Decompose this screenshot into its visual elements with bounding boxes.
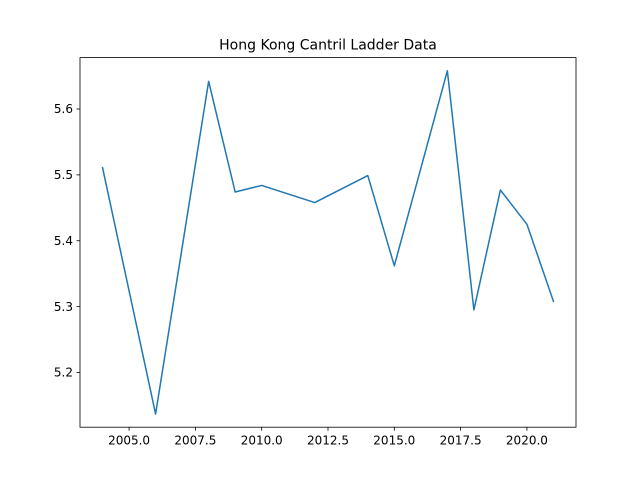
y-tick-label: 5.6 [54, 102, 73, 116]
series-line [101, 70, 555, 415]
x-tick-label: 2010.0 [241, 434, 283, 448]
y-tick-label: 5.2 [54, 366, 73, 380]
y-tick-label: 5.3 [54, 300, 73, 314]
x-tick-label: 2012.5 [307, 434, 349, 448]
plot-area: 2005.0 2007.5 2010.0 2012.5 2015.0 2017.5 2020… [54, 70, 555, 448]
plot-frame [79, 57, 577, 428]
chart-title: Hong Kong Cantril Ladder Data [219, 38, 437, 54]
y-tick-label: 5.4 [54, 234, 73, 248]
x-tick-label: 2017.5 [440, 434, 482, 448]
x-tick-label: 2020.0 [506, 434, 548, 448]
x-tick-label: 2015.0 [373, 434, 415, 448]
x-tick-label: 2005.0 [108, 434, 150, 448]
y-tick-label: 5.5 [54, 168, 73, 182]
x-tick-label: 2007.5 [174, 434, 216, 448]
